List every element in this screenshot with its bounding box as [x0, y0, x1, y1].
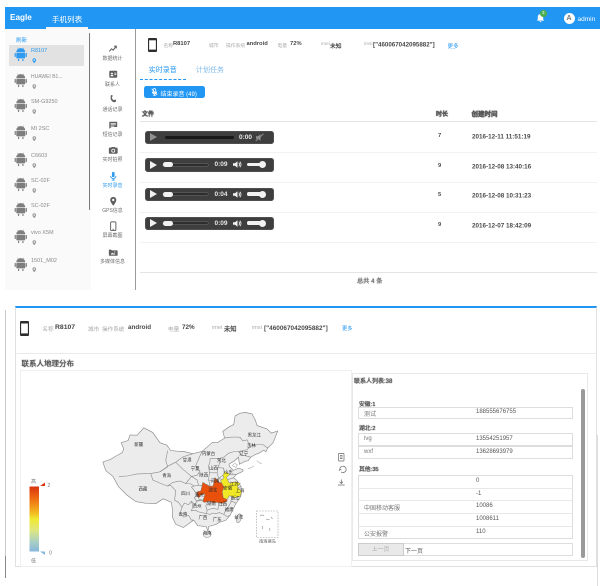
svg-text:台湾: 台湾: [234, 513, 243, 520]
svg-text:宁夏: 宁夏: [190, 465, 199, 471]
svg-text:江西: 江西: [218, 500, 227, 507]
svg-text:四川: 四川: [181, 490, 190, 495]
svg-text:上海: 上海: [235, 487, 244, 494]
svg-text:青海: 青海: [162, 472, 171, 479]
svg-text:陕西: 陕西: [199, 471, 208, 478]
svg-text:广东: 广东: [212, 515, 221, 522]
svg-text:云南: 云南: [178, 510, 187, 517]
svg-text:安徽: 安徽: [223, 484, 232, 491]
svg-text:广西: 广西: [198, 514, 207, 521]
svg-text:贵州: 贵州: [192, 502, 201, 509]
svg-text:海南: 海南: [202, 529, 211, 536]
svg-text:吉林: 吉林: [247, 441, 256, 448]
svg-text:低: 低: [31, 557, 36, 564]
svg-text:浙江: 浙江: [230, 494, 239, 501]
svg-text:河北: 河北: [217, 457, 226, 464]
svg-text:南海诸岛: 南海诸岛: [259, 537, 276, 544]
svg-text:甘肃: 甘肃: [182, 456, 191, 463]
svg-text:0: 0: [49, 550, 52, 556]
svg-text:内蒙古: 内蒙古: [202, 450, 216, 457]
svg-text:山东: 山东: [224, 468, 233, 475]
svg-text:河南: 河南: [210, 477, 219, 483]
svg-text:江苏: 江苏: [229, 480, 238, 487]
svg-text:山西: 山西: [209, 464, 218, 471]
svg-text:湖北: 湖北: [208, 486, 217, 493]
svg-text:黑龙江: 黑龙江: [247, 431, 261, 438]
svg-text:高: 高: [31, 478, 36, 485]
svg-text:2: 2: [47, 483, 50, 489]
svg-text:湖南: 湖南: [207, 499, 216, 506]
svg-text:西藏: 西藏: [138, 485, 147, 492]
svg-text:新疆: 新疆: [134, 441, 143, 448]
svg-text:辽宁: 辽宁: [239, 450, 248, 457]
svg-text:福建: 福建: [224, 506, 233, 513]
svg-text:重庆: 重庆: [195, 491, 204, 498]
